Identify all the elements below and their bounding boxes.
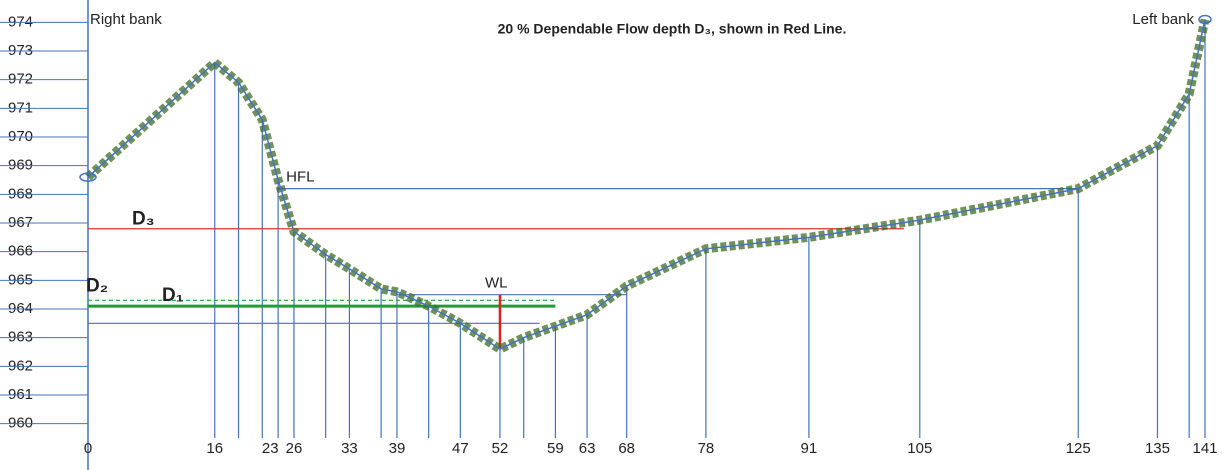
x-tick-label: 78: [698, 440, 715, 457]
y-tick-label: 965: [8, 271, 33, 288]
level-label: HFL: [286, 169, 314, 186]
x-tick-label: 26: [286, 440, 303, 457]
ground-profile: [87, 19, 1206, 350]
y-tick-label: 974: [8, 13, 33, 30]
x-tick-label: 33: [341, 440, 358, 457]
x-tick-label: 105: [907, 440, 932, 457]
bank-marker: [1198, 14, 1212, 25]
x-tick-label: 141: [1192, 440, 1217, 457]
x-tick-label: 52: [492, 440, 509, 457]
y-tick-label: 973: [8, 42, 33, 59]
level-label: D₁: [162, 285, 184, 306]
x-tick-label: 16: [206, 440, 223, 457]
y-tick-label: 967: [8, 214, 33, 231]
y-tick-label: 969: [8, 157, 33, 174]
x-tick-label: 59: [547, 440, 564, 457]
level-label: D₃: [132, 209, 155, 230]
vegetation: [84, 18, 1210, 355]
left-bank-label: Left bank: [1132, 11, 1194, 28]
x-tick-label: 47: [452, 440, 469, 457]
bank-marker: [79, 172, 97, 182]
y-tick-label: 968: [8, 185, 33, 202]
right-bank-label: Right bank: [90, 11, 162, 28]
y-tick-label: 961: [8, 386, 33, 403]
x-tick-label: 125: [1066, 440, 1091, 457]
y-tick-label: 971: [8, 99, 33, 116]
x-tick-label: 91: [801, 440, 818, 457]
y-tick-label: 972: [8, 71, 33, 88]
level-label: D₂: [86, 275, 108, 296]
x-tick-label: 0: [84, 440, 92, 457]
y-tick-label: 964: [8, 300, 33, 317]
y-tick-label: 970: [8, 128, 33, 145]
y-tick-label: 966: [8, 243, 33, 260]
x-tick-label: 63: [579, 440, 596, 457]
x-tick-label: 39: [389, 440, 406, 457]
x-tick-label: 68: [618, 440, 635, 457]
level-label: WL: [485, 275, 508, 292]
x-tick-label: 23: [262, 440, 279, 457]
x-tick-label: 135: [1145, 440, 1170, 457]
y-tick-label: 960: [8, 415, 33, 432]
y-tick-label: 962: [8, 357, 33, 374]
y-tick-label: 963: [8, 329, 33, 346]
chart-title: 20 % Dependable Flow depth D₃, shown in …: [498, 21, 847, 37]
